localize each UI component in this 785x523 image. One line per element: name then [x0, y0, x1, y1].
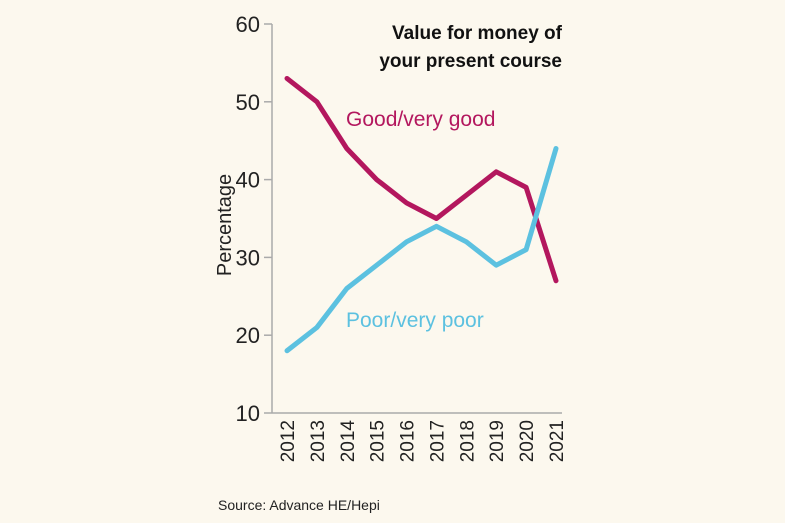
y-tick-label: 50: [236, 90, 260, 115]
x-tick-label: 2016: [398, 420, 419, 462]
series-label-poor: Poor/very poor: [346, 309, 484, 332]
y-tick-label: 60: [236, 12, 260, 37]
series-line-poor: [284, 145, 559, 354]
x-tick-label: 2020: [517, 420, 538, 462]
chart-title-line-1: Value for money of: [392, 23, 563, 44]
x-tick-label: 2021: [547, 420, 568, 462]
x-tick-label: 2013: [308, 420, 329, 462]
x-tick-label: 2018: [457, 420, 478, 462]
x-tick-label: 2015: [368, 420, 389, 462]
chart-title-line-2: your present course: [379, 51, 562, 72]
y-tick-label: 40: [236, 168, 260, 193]
series-line-good: [284, 75, 559, 284]
series-label-good: Good/very good: [346, 108, 495, 131]
x-tick-label: 2012: [278, 420, 299, 462]
y-axis-label: Percentage: [214, 174, 236, 276]
source-note: Source: Advance HE/Hepi: [218, 497, 380, 513]
y-tick-label: 20: [236, 323, 260, 348]
y-tick-label: 10: [236, 401, 260, 426]
y-tick-label: 30: [236, 245, 260, 270]
x-tick-label: 2019: [487, 420, 508, 462]
x-tick-label: 2014: [338, 420, 359, 463]
x-tick-label: 2017: [427, 420, 448, 462]
